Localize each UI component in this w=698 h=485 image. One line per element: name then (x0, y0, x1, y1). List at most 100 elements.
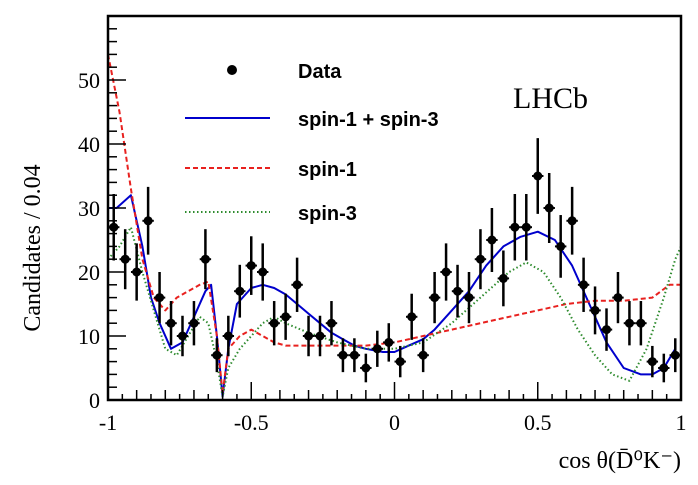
data-marker (544, 203, 554, 213)
y-tick-label: 40 (78, 132, 100, 157)
data-point (600, 308, 613, 351)
data-marker (166, 318, 176, 328)
y-tick-label: 30 (78, 196, 100, 221)
legend-total-label: spin-1 + spin-3 (298, 109, 439, 131)
data-point (211, 338, 223, 373)
data-point (646, 345, 659, 378)
x-tick-label: 0 (389, 410, 400, 435)
data-point (474, 229, 487, 290)
data-point (566, 186, 578, 255)
data-point (165, 301, 177, 346)
data-point (142, 186, 154, 255)
data-point (612, 272, 624, 324)
y-tick-label: 50 (78, 68, 100, 93)
x-tick-label: -0.5 (234, 410, 269, 435)
data-marker (143, 216, 153, 226)
data-point (314, 315, 326, 357)
data-marker (579, 280, 589, 290)
data-marker (120, 254, 130, 264)
data-point (337, 338, 349, 373)
legend-spin3-label: spin-3 (298, 203, 357, 225)
data-marker (189, 318, 199, 328)
data-point (325, 301, 338, 346)
data-point (589, 286, 601, 335)
data-marker (636, 318, 646, 328)
data-point (188, 301, 200, 346)
data-marker (304, 331, 314, 341)
data-marker (464, 293, 474, 303)
data-marker (556, 241, 566, 251)
data-marker (155, 293, 165, 303)
lhcb-label: LHCb (513, 82, 588, 115)
data-point (623, 301, 636, 346)
x-axis-label: cos θ(D̄⁰K⁻) (559, 448, 681, 474)
data-point (222, 315, 235, 357)
data-marker (602, 325, 612, 335)
data-point (509, 193, 521, 261)
data-marker (475, 254, 485, 264)
data-marker (258, 267, 268, 277)
data-marker (246, 261, 256, 271)
data-marker (590, 305, 600, 315)
data-marker (510, 222, 520, 232)
data-marker (670, 350, 680, 360)
data-marker (395, 357, 405, 367)
data-marker (132, 267, 142, 277)
data-point (577, 257, 590, 312)
data-marker (200, 254, 210, 264)
y-tick-label: 10 (78, 324, 100, 349)
data-marker (441, 267, 451, 277)
data-point (108, 193, 120, 261)
data-point (360, 353, 372, 383)
data-marker (453, 286, 463, 296)
data-point (348, 338, 361, 373)
data-point (520, 193, 532, 261)
legend-data-marker (227, 65, 237, 75)
data-point (153, 272, 166, 324)
data-point (463, 272, 475, 324)
legend-data-label: Data (298, 61, 342, 83)
data-point (543, 172, 555, 244)
data-point (130, 243, 143, 301)
data-point (554, 215, 567, 278)
data-marker (361, 363, 371, 373)
data-marker (624, 318, 634, 328)
y-tick-label: 20 (78, 260, 100, 285)
y-tick-label: 0 (89, 388, 100, 413)
data-point (497, 250, 510, 307)
data-marker (338, 350, 348, 360)
data-points (108, 138, 681, 383)
data-marker (498, 273, 508, 283)
data-marker (659, 363, 669, 373)
data-point (268, 301, 280, 346)
legend-spin1-label: spin-1 (298, 159, 357, 181)
data-marker (223, 331, 233, 341)
series-spin3-curve (107, 226, 682, 398)
data-point (486, 208, 498, 272)
x-tick-label: 0.5 (524, 410, 552, 435)
data-point (302, 315, 315, 357)
data-point (257, 243, 269, 301)
data-point (635, 301, 647, 346)
data-point (394, 345, 406, 378)
data-point (119, 229, 131, 290)
data-point (176, 315, 189, 357)
data-marker (326, 318, 336, 328)
data-marker (430, 293, 440, 303)
data-point (383, 323, 395, 362)
data-point (371, 330, 384, 367)
data-marker (109, 222, 119, 232)
data-point (451, 264, 464, 318)
data-marker (281, 312, 291, 322)
data-marker (533, 171, 543, 181)
data-marker (292, 280, 302, 290)
data-point (428, 272, 441, 324)
data-marker (212, 350, 222, 360)
data-point (658, 353, 670, 383)
x-tick-label: 1 (676, 410, 687, 435)
data-point (234, 264, 246, 318)
data-marker (372, 344, 382, 354)
data-point (417, 338, 429, 373)
